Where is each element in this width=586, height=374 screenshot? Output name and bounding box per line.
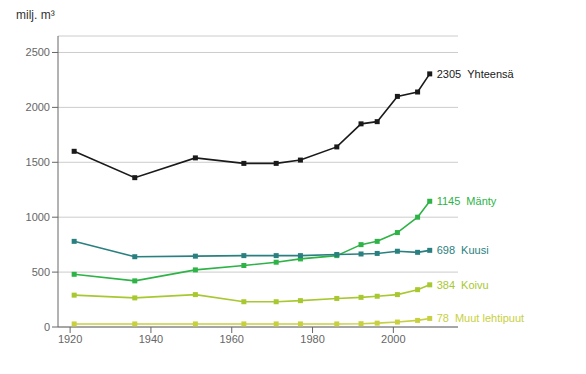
svg-text:1960: 1960 [219, 333, 243, 345]
svg-text:1000: 1000 [26, 211, 50, 223]
html-text:milj. m³: milj. m³ [16, 8, 55, 22]
svg-text:1940: 1940 [139, 333, 163, 345]
svg-text:2500: 2500 [26, 46, 50, 58]
svg-text:2305Yhteensä: 2305Yhteensä [437, 68, 515, 80]
svg-text:0: 0 [44, 321, 50, 333]
svg-text:2000: 2000 [381, 333, 405, 345]
svg-text:1145Mänty: 1145Mänty [437, 195, 497, 207]
svg-text:698Kuusi: 698Kuusi [437, 244, 489, 256]
svg-text:500: 500 [32, 266, 50, 278]
svg-text:1980: 1980 [300, 333, 324, 345]
svg-text:1920: 1920 [58, 333, 82, 345]
svg-text:384Koivu: 384Koivu [437, 279, 489, 291]
svg-text:78Muut lehtipuut: 78Muut lehtipuut [437, 312, 524, 324]
svg-text:1500: 1500 [26, 156, 50, 168]
svg-text:2000: 2000 [26, 101, 50, 113]
